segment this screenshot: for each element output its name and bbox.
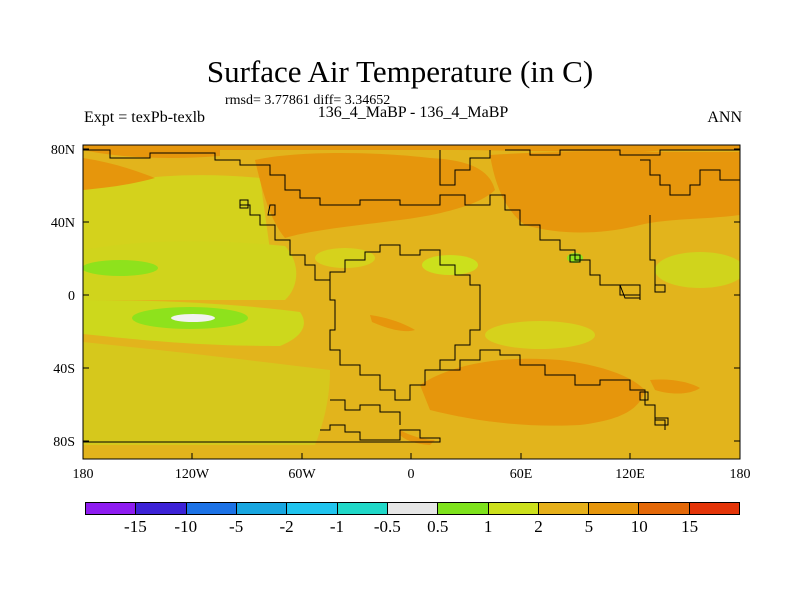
lat-label-80n: 80N [51,143,75,158]
colorbar-label: 5 [584,517,594,536]
lon-label-60w: 60W [288,467,316,482]
south-america-coast [329,280,481,401]
field-eurasia [490,151,740,233]
field-east-yellow [655,252,740,288]
lon-label-120w: 120W [175,467,210,482]
field-south-america-streak [370,315,415,332]
colorbar-swatch [236,503,288,514]
lat-label-80s: 80S [53,435,75,450]
colorbar-swatch [387,503,439,514]
colorbar-swatch [538,503,590,514]
field-north-america [255,153,495,238]
field-antarctic-patch [400,430,435,445]
field-northwest [83,158,155,190]
lat-label-equator: 0 [68,289,75,304]
experiment-label: Expt = texPb-texlb [84,109,206,126]
field-southern-ocean [83,342,330,445]
southern-continent-coast [440,349,666,430]
season-label: ANN [707,109,742,126]
field-north-pacific [83,175,270,252]
colorbar-label: -5 [229,517,244,536]
field-white-core [171,314,215,322]
lon-label-180-west: 180 [73,467,94,482]
field-arctic-west [83,150,220,158]
comparison-label: 136_4_MaBP - 136_4_MaBP [317,104,509,121]
arctic-coast [505,149,740,156]
field-atlantic-yellow [315,248,375,268]
latitude-tick-marks [83,148,740,442]
island-2 [239,199,249,209]
colorbar-swatch [337,503,388,514]
field-australia-patch [650,379,700,394]
colorbar-label: -10 [174,517,198,536]
island-5 [654,284,666,293]
lon-label-0: 0 [408,467,415,482]
colorbar-swatch [689,503,740,514]
lon-label-60e: 60E [510,467,533,482]
lat-label-40n: 40N [51,216,75,231]
lon-label-180-east: 180 [730,467,751,482]
field-tropical-band [83,241,297,300]
lon-label-120e: 120E [615,467,645,482]
field-lime-west [83,260,158,276]
coastlines [83,149,740,443]
field-indian-yellow [485,321,595,349]
island-1 [267,204,276,216]
colorbar-label: 0.5 [427,517,449,536]
temperature-field [83,145,740,459]
colorbar-label: 1 [483,517,493,536]
antarctic-west-coast [330,399,401,425]
colorbar-swatch [639,503,690,514]
colorbar-label: -0.5 [373,517,401,536]
colorbar-swatch [86,503,137,514]
colorbar-label: 10 [630,517,648,536]
colorbar-label: -15 [124,517,147,536]
longitude-tick-marks [82,453,741,459]
page-title: Surface Air Temperature (in C) [206,54,594,89]
island-7 [654,417,669,426]
colorbar-label: 2 [534,517,543,536]
latitude-labels: 80N 40N 0 40S 80S [51,143,75,450]
colorbar [85,502,740,515]
colorbar-swatch [136,503,187,514]
colorbar-swatch [287,503,338,514]
antarctic-coast [83,424,441,443]
colorbar-label: -2 [279,517,294,536]
island-3 [619,284,641,299]
colorbar-label: 15 [681,517,699,536]
colorbar-swatch [186,503,237,514]
island-6 [639,391,649,401]
siberia-coast [640,159,740,196]
colorbar-swatch [589,503,640,514]
colorbar-labels: -15 -10 -5 -2 -1 -0.5 0.5 1 2 5 10 15 [0,517,800,539]
colorbar-label: -1 [329,517,345,536]
longitude-labels: 180 120W 60W 0 60E 120E 180 [73,467,751,482]
lat-label-40s: 40S [53,362,75,377]
island-4 [569,254,581,263]
field-southern-continent [420,358,645,426]
mid-latitude-coast [240,204,481,305]
north-coast [83,149,641,300]
colorbar-swatch [438,503,489,514]
stats-label: rmsd= 3.77861 diff= 3.34652 [225,93,391,108]
colorbar-swatch [488,503,539,514]
greenland-coast [439,150,491,186]
